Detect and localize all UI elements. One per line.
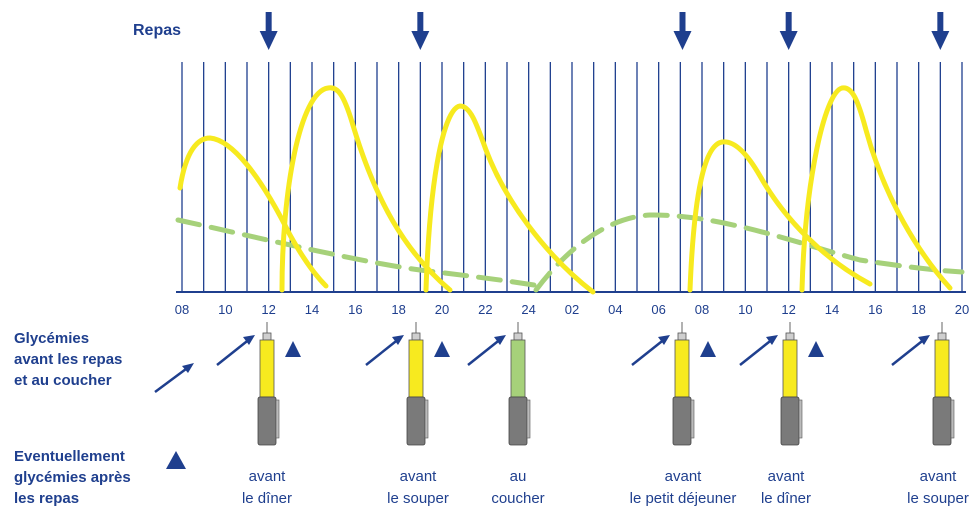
rapid-insulin-curve-3 <box>423 103 596 295</box>
tick-label: 20 <box>955 302 969 317</box>
triangle-marker-icon <box>285 341 301 357</box>
triangle-marker-icon <box>434 341 450 357</box>
legend-before-line2: avant les repas <box>14 351 122 368</box>
injection-caption-line2: le souper <box>907 490 969 507</box>
injection-caption-line1: au <box>510 468 527 485</box>
injection-column: avant le petit déjeuner <box>630 322 737 507</box>
injection-columns: avant le dîner avant le souper au coucher avan… <box>216 322 969 507</box>
meal-arrows <box>259 12 950 50</box>
triangle-marker-icon <box>700 341 716 357</box>
pointer-arrow-icon <box>365 335 404 366</box>
injection-caption-line1: avant <box>768 468 806 485</box>
yellow-pen-icon <box>257 322 280 446</box>
injection-caption-line2: le dîner <box>242 490 292 507</box>
rapid-insulin-curve-5 <box>799 85 953 293</box>
tick-label: 12 <box>261 302 275 317</box>
legend-before-line3: et au coucher <box>14 372 112 389</box>
injection-column: au coucher <box>467 322 545 507</box>
rapid-insulin-curve-4 <box>687 139 873 293</box>
yellow-pen-icon <box>672 322 695 446</box>
tick-label: 16 <box>868 302 882 317</box>
pointer-arrow-icon <box>467 335 506 366</box>
legend-before-line1: Glycémies <box>14 330 89 347</box>
tick-label: 02 <box>565 302 579 317</box>
arrow-down-icon <box>673 12 692 50</box>
injection-caption-line1: avant <box>400 468 438 485</box>
legend-after-meals: Eventuellement glycémies après les repas <box>14 448 131 507</box>
tick-label: 22 <box>478 302 492 317</box>
rapid-insulin-curve-1 <box>177 135 329 289</box>
legend-after-line2: glycémies après <box>14 469 131 486</box>
tick-label: 06 <box>651 302 665 317</box>
legend-arrow-icon <box>154 363 194 394</box>
arrow-down-icon <box>931 12 950 50</box>
tick-label: 18 <box>391 302 405 317</box>
triangle-marker-icon <box>808 341 824 357</box>
injection-caption-line1: avant <box>665 468 703 485</box>
basal-insulin-curve-2 <box>533 212 965 293</box>
basal-insulin-curve-1 <box>175 217 543 289</box>
tick-label: 14 <box>825 302 839 317</box>
injection-column: avant le souper <box>365 322 450 507</box>
time-axis-ticks: 08 10 12 14 16 18 20 22 24 02 04 06 08 10 12 14 16 18 20 <box>175 302 969 317</box>
pointer-arrow-icon <box>739 335 778 366</box>
injection-caption-line1: avant <box>920 468 958 485</box>
meals-label: Repas <box>133 22 181 39</box>
yellow-pen-icon <box>932 322 955 446</box>
pointer-arrow-icon <box>216 335 255 366</box>
tick-label: 20 <box>435 302 449 317</box>
tick-label: 10 <box>738 302 752 317</box>
pointer-arrow-icon <box>631 335 670 366</box>
injection-column: avant le dîner <box>739 322 824 507</box>
tick-label: 18 <box>911 302 925 317</box>
tick-label: 08 <box>695 302 709 317</box>
injection-caption-line2: le souper <box>387 490 449 507</box>
pointer-arrow-icon <box>891 335 930 366</box>
arrow-down-icon <box>779 12 798 50</box>
rapid-insulin-curve-2 <box>279 85 453 293</box>
tick-label: 08 <box>175 302 189 317</box>
insulin-curves <box>175 85 965 295</box>
tick-label: 16 <box>348 302 362 317</box>
yellow-pen-icon <box>780 322 803 446</box>
injection-caption-line1: avant <box>249 468 287 485</box>
legend-after-line1: Eventuellement <box>14 448 125 465</box>
injection-caption-line2: le dîner <box>761 490 811 507</box>
tick-label: 12 <box>781 302 795 317</box>
triangle-marker-icon <box>166 451 186 469</box>
tick-label: 10 <box>218 302 232 317</box>
arrow-down-icon <box>411 12 430 50</box>
tick-label: 24 <box>521 302 535 317</box>
injection-caption-line2: coucher <box>491 490 544 507</box>
tick-label: 04 <box>608 302 622 317</box>
legend-after-line3: les repas <box>14 490 79 507</box>
yellow-pen-icon <box>406 322 429 446</box>
injection-column: avant le dîner <box>216 322 301 507</box>
injection-caption-line2: le petit déjeuner <box>630 490 737 507</box>
legend-before-meals: Glycémies avant les repas et au coucher <box>14 330 122 389</box>
injection-column: avant le souper <box>891 322 969 507</box>
arrow-down-icon <box>259 12 278 50</box>
tick-label: 14 <box>305 302 319 317</box>
green-pen-icon <box>508 322 531 446</box>
